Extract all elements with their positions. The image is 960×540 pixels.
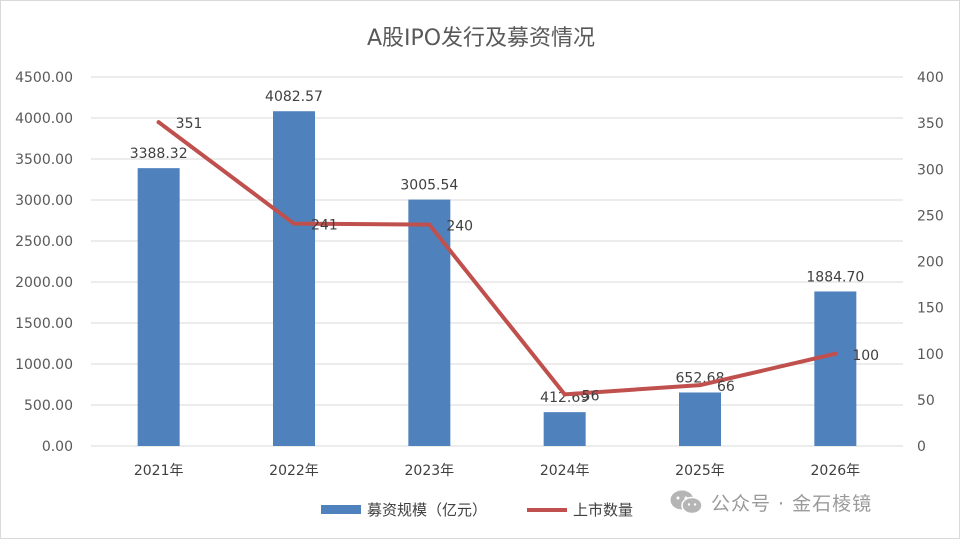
line-point bbox=[292, 221, 296, 226]
bar bbox=[543, 412, 586, 446]
y-left-tick-label: 3500.00 bbox=[15, 152, 73, 168]
bar-data-label: 3005.54 bbox=[400, 178, 458, 194]
line-point bbox=[833, 351, 838, 356]
legend-bar-swatch bbox=[321, 505, 361, 514]
y-right-tick-label: 100 bbox=[917, 347, 944, 363]
y-left-tick-label: 2000.00 bbox=[15, 275, 73, 291]
y-left-tick-label: 2500.00 bbox=[15, 234, 73, 250]
y-right-tick-label: 200 bbox=[917, 255, 944, 271]
bar bbox=[273, 111, 315, 447]
y-left-tick-label: 1500.00 bbox=[15, 316, 73, 332]
line-data-label: 351 bbox=[176, 116, 203, 132]
y-left-tick-label: 4000.00 bbox=[15, 111, 73, 127]
bar-data-label: 1884.70 bbox=[806, 269, 864, 285]
bar bbox=[679, 392, 721, 446]
line-point bbox=[156, 120, 161, 125]
x-tick-label: 2024年 bbox=[540, 463, 590, 479]
y-right-tick-label: 300 bbox=[917, 162, 944, 178]
legend-bar-label: 募资规模（亿元） bbox=[367, 501, 487, 519]
y-right-tick-label: 250 bbox=[917, 208, 944, 224]
watermark-text: 公众号 · 金石棱镜 bbox=[711, 492, 873, 515]
x-tick-label: 2026年 bbox=[811, 463, 861, 479]
bar-data-label: 4082.57 bbox=[265, 89, 323, 105]
x-tick-label: 2025年 bbox=[675, 463, 725, 479]
line-point bbox=[427, 222, 432, 227]
y-right-tick-label: 0 bbox=[917, 439, 926, 455]
y-left-tick-label: 4500.00 bbox=[15, 70, 73, 86]
wechat-icon bbox=[670, 490, 703, 515]
chart-title: A股IPO发行及募资情况 bbox=[367, 26, 595, 51]
watermark: 公众号 · 金石棱镜 bbox=[669, 487, 872, 517]
bar-data-label: 3388.32 bbox=[130, 146, 188, 162]
x-tick-label: 2021年 bbox=[134, 463, 184, 479]
line-data-label: 240 bbox=[446, 219, 473, 235]
series-line bbox=[156, 120, 838, 397]
y-left-tick-label: 0.00 bbox=[42, 439, 73, 455]
y-right-tick-label: 150 bbox=[917, 301, 944, 317]
line-data-label: 241 bbox=[311, 218, 338, 234]
bar bbox=[137, 168, 180, 446]
x-tick-label: 2023年 bbox=[405, 463, 455, 479]
y-right-tick-label: 400 bbox=[917, 70, 944, 86]
x-tick-label: 2022年 bbox=[269, 463, 319, 479]
y-right-tick-label: 50 bbox=[917, 393, 935, 409]
bar bbox=[408, 199, 451, 446]
line-data-label: 66 bbox=[717, 379, 735, 395]
line-point bbox=[562, 392, 567, 397]
bar bbox=[814, 291, 857, 446]
line-data-label: 100 bbox=[852, 348, 879, 364]
y-right-tick-label: 350 bbox=[917, 116, 944, 132]
legend-line-label: 上市数量 bbox=[573, 501, 633, 519]
line-data-label: 56 bbox=[582, 388, 600, 404]
y-left-tick-label: 500.00 bbox=[24, 398, 73, 414]
y-left-tick-label: 1000.00 bbox=[15, 357, 73, 373]
line-point bbox=[698, 383, 702, 388]
y-left-tick-label: 3000.00 bbox=[15, 193, 73, 209]
